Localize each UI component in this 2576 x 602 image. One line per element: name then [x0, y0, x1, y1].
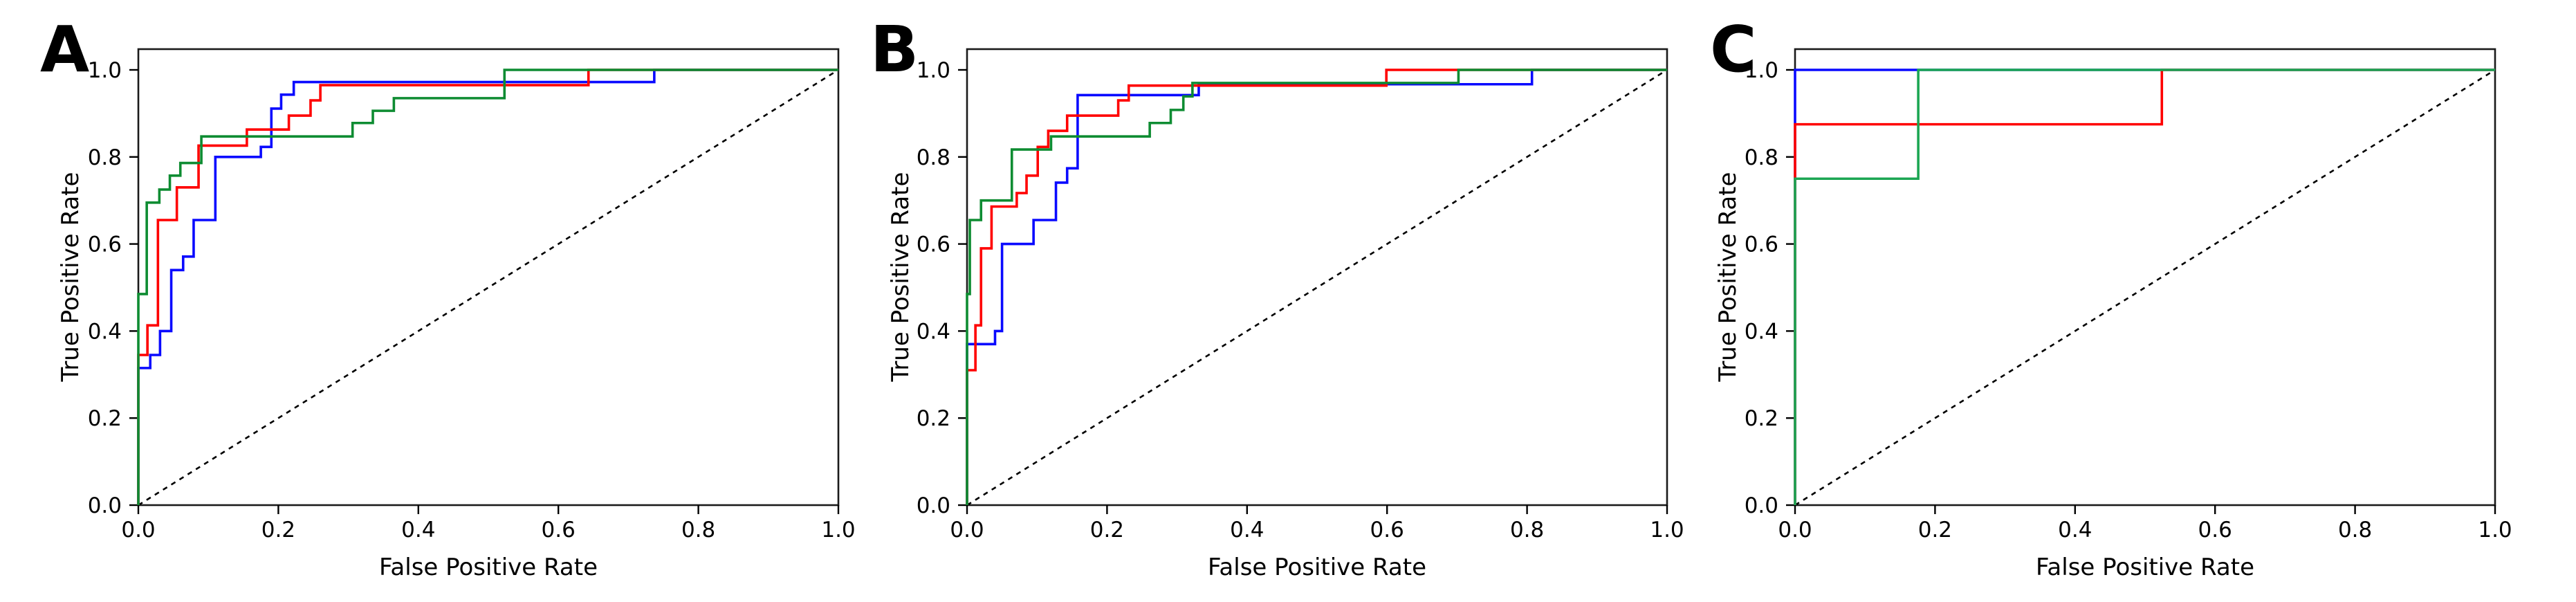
- y-tick-label: 0.0: [88, 493, 122, 518]
- x-tick-label: 0.2: [1918, 518, 1952, 542]
- y-axis-title-b: True Positive Rate: [887, 172, 914, 382]
- plot-area-a: 0.0 0.2 0.4 0.6 0.8 1.0 0.0 0.2 0.4 0.6 0.8 1.0: [88, 48, 856, 542]
- y-tick-label: 0.0: [917, 493, 950, 518]
- y-tick-label: 0.8: [917, 145, 950, 170]
- x-axis-title-b: False Positive Rate: [1208, 554, 1426, 581]
- y-tick-label: 0.2: [88, 406, 122, 431]
- y-tick-label: 1.0: [88, 58, 122, 83]
- x-axis-title-c: False Positive Rate: [2036, 554, 2254, 581]
- x-tick-label: 1.0: [821, 518, 855, 542]
- plot-area-c: 0.0 0.2 0.4 0.6 0.8 1.0 0.0 0.2 0.4 0.6 0.8 1.0: [1745, 48, 2512, 542]
- x-tick-label: 0.8: [1510, 518, 1544, 542]
- y-tick-label: 0.0: [1745, 493, 1778, 518]
- red-roc-curve: [966, 69, 1667, 505]
- y-tick-label: 1.0: [1745, 58, 1778, 83]
- panel-label-a: A: [40, 12, 90, 86]
- x-tick-label: 0.4: [2058, 518, 2092, 542]
- y-tick-label: 0.4: [1745, 319, 1778, 344]
- y-tick-label: 0.6: [917, 232, 950, 257]
- y-axis-title-a: True Positive Rate: [57, 172, 84, 382]
- roc-plot-a: 0.0 0.2 0.4 0.6 0.8 1.0 0.0 0.2 0.4 0.6 0.8 1.0: [88, 48, 856, 542]
- x-tick-label: 0.0: [121, 518, 155, 542]
- panel-label-b: B: [870, 12, 919, 86]
- y-tick-label: 0.6: [1745, 232, 1778, 257]
- y-tick-label: 1.0: [917, 58, 950, 83]
- figure-panel-b: B True Positive Rate 0.0 0.2 0.4 0.6 0.8 1.0 0…: [858, 0, 1717, 602]
- y-axis-title-c: True Positive Rate: [1714, 172, 1742, 382]
- green-roc-curve: [1794, 69, 2495, 505]
- x-tick-label: 1.0: [1650, 518, 1684, 542]
- roc-plot-b: 0.0 0.2 0.4 0.6 0.8 1.0 0.0 0.2 0.4 0.6 0.8 1.0: [917, 48, 1684, 542]
- y-tick-label: 0.2: [1745, 406, 1778, 431]
- y-tick-label: 0.4: [917, 319, 950, 344]
- y-tick-label: 0.4: [88, 319, 122, 344]
- y-tick-label: 0.2: [917, 406, 950, 431]
- chance-diagonal-line: [138, 69, 839, 507]
- x-tick-label: 0.6: [2198, 518, 2232, 542]
- chance-diagonal-line: [1794, 69, 2496, 507]
- x-tick-label: 0.8: [681, 518, 715, 542]
- x-tick-label: 1.0: [2478, 518, 2512, 542]
- x-tick-label: 0.2: [1090, 518, 1124, 542]
- figure-panel-c: C True Positive Rate 0.0 0.2 0.4 0.6 0.8 1.0 0…: [1710, 0, 2576, 602]
- x-tick-label: 0.8: [2338, 518, 2372, 542]
- plot-frame: [1794, 48, 2496, 507]
- plot-frame: [966, 48, 1668, 507]
- roc-plot-c: 0.0 0.2 0.4 0.6 0.8 1.0 0.0 0.2 0.4 0.6 0.8 1.0: [1745, 48, 2512, 542]
- chance-diagonal-line: [966, 69, 1668, 507]
- plot-frame: [137, 48, 840, 507]
- x-tick-label: 0.0: [950, 518, 984, 542]
- panel-label-c: C: [1710, 12, 1757, 86]
- x-tick-label: 0.6: [542, 518, 576, 542]
- blue-roc-curve: [137, 69, 838, 505]
- blue-roc-curve: [966, 69, 1667, 505]
- y-tick-label: 0.8: [88, 145, 122, 170]
- x-tick-label: 0.4: [401, 518, 435, 542]
- x-tick-label: 0.0: [1778, 518, 1812, 542]
- x-axis-title-a: False Positive Rate: [379, 554, 598, 581]
- green-roc-curve: [966, 69, 1667, 505]
- y-tick-label: 0.8: [1745, 145, 1778, 170]
- x-tick-label: 0.4: [1230, 518, 1264, 542]
- red-roc-curve: [137, 69, 838, 505]
- figure-panel-a: A True Positive Rate 0.0 0.2 0.4 0.6 0.8 1.0 0…: [0, 0, 858, 602]
- plot-area-b: 0.0 0.2 0.4 0.6 0.8 1.0 0.0 0.2 0.4 0.6 0.8 1.0: [917, 48, 1684, 542]
- x-tick-label: 0.6: [1370, 518, 1404, 542]
- y-tick-label: 0.6: [88, 232, 122, 257]
- x-tick-label: 0.2: [261, 518, 295, 542]
- green-roc-curve: [137, 69, 838, 505]
